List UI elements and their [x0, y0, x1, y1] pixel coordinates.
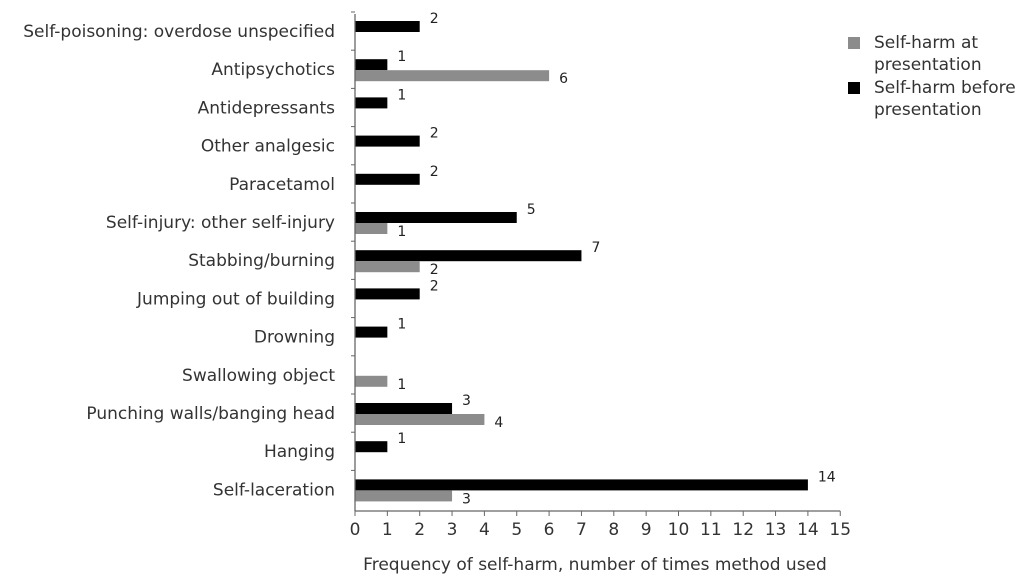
x-tick-label-9: 9	[641, 520, 652, 540]
bar-antipsychotics-self-harm-at-presentation	[355, 70, 550, 82]
category-label-antipsychotics: Antipsychotics	[211, 60, 335, 80]
category-label-self-injury-other-self-injury: Self-injury: other self-injury	[106, 213, 335, 233]
category-label-antidepressants: Antidepressants	[198, 98, 335, 118]
legend-label-self-harm-at-presentation-line-0: Self-harm at	[874, 33, 978, 53]
category-label-drowning: Drowning	[254, 328, 335, 348]
bar-punching-walls-banging-head-self-harm-before-presentation	[355, 403, 453, 414]
value-label-self-laceration-self-harm-at-presentation: 3	[462, 491, 471, 507]
x-tick-label-3: 3	[447, 520, 458, 540]
value-label-hanging-self-harm-before-presentation: 1	[397, 431, 406, 447]
value-label-stabbing-burning-self-harm-before-presentation: 7	[591, 240, 600, 256]
bar-antidepressants-self-harm-before-presentation	[355, 97, 388, 109]
category-label-self-poisoning-overdose-unspecified: Self-poisoning: overdose unspecified	[23, 22, 335, 42]
x-tick-label-2: 2	[414, 520, 425, 540]
value-label-self-injury-other-self-injury-self-harm-before-presentation: 5	[527, 202, 536, 218]
x-tick-label-11: 11	[700, 520, 722, 540]
x-tick-label-6: 6	[544, 520, 555, 540]
value-label-antipsychotics-self-harm-before-presentation: 1	[397, 49, 406, 65]
category-label-self-laceration: Self-laceration	[213, 480, 335, 500]
bar-self-laceration-self-harm-at-presentation	[355, 490, 453, 502]
category-label-stabbing-burning: Stabbing/burning	[188, 251, 335, 271]
value-label-swallowing-object-self-harm-at-presentation: 1	[397, 377, 406, 393]
bar-self-injury-other-self-injury-self-harm-before-presentation	[355, 212, 517, 223]
legend-label-self-harm-before-presentation-line-0: Self-harm before	[874, 78, 1016, 98]
value-label-stabbing-burning-self-harm-at-presentation: 2	[430, 262, 439, 278]
category-label-jumping-out-of-building: Jumping out of building	[136, 289, 335, 309]
value-label-antipsychotics-self-harm-at-presentation: 6	[559, 71, 568, 87]
value-label-jumping-out-of-building-self-harm-before-presentation: 2	[430, 278, 439, 294]
bars-layer	[355, 21, 808, 502]
value-label-drowning-self-harm-before-presentation: 1	[397, 317, 406, 333]
bar-stabbing-burning-self-harm-before-presentation	[355, 250, 582, 262]
bar-other-analgesic-self-harm-before-presentation	[355, 135, 420, 147]
value-label-punching-walls-banging-head-self-harm-before-presentation: 3	[462, 393, 471, 409]
x-tick-label-13: 13	[765, 520, 787, 540]
value-label-self-laceration-self-harm-before-presentation: 14	[818, 469, 836, 485]
bar-punching-walls-banging-head-self-harm-at-presentation	[355, 414, 485, 425]
legend-swatch-self-harm-at-presentation	[848, 37, 860, 49]
x-tick-label-14: 14	[797, 520, 819, 540]
category-label-paracetamol: Paracetamol	[229, 175, 335, 195]
x-tick-label-0: 0	[350, 520, 361, 540]
legend-label-self-harm-before-presentation-line-1: presentation	[874, 100, 982, 120]
value-label-antidepressants-self-harm-before-presentation: 1	[397, 87, 406, 103]
axes-layer	[351, 11, 841, 512]
x-tick-label-15: 15	[829, 520, 851, 540]
bar-self-injury-other-self-injury-self-harm-at-presentation	[355, 223, 388, 234]
x-tick-label-10: 10	[668, 520, 690, 540]
legend-swatch-self-harm-before-presentation	[848, 82, 860, 94]
bar-drowning-self-harm-before-presentation	[355, 326, 388, 338]
x-ticks-layer: 0 1 2 3 4 5 6 7 8 9 10 11 12 13 14 15	[350, 511, 851, 540]
category-label-punching-walls-banging-head: Punching walls/banging head	[86, 404, 335, 424]
value-label-paracetamol-self-harm-before-presentation: 2	[430, 164, 439, 180]
x-tick-label-5: 5	[511, 520, 522, 540]
category-label-swallowing-object: Swallowing object	[182, 366, 335, 386]
x-tick-label-1: 1	[382, 520, 393, 540]
bar-hanging-self-harm-before-presentation	[355, 441, 388, 453]
x-axis-title: Frequency of self-harm, number of times …	[363, 555, 827, 575]
bar-paracetamol-self-harm-before-presentation	[355, 173, 420, 185]
bar-self-poisoning-overdose-unspecified-self-harm-before-presentation	[355, 21, 420, 32]
value-label-self-injury-other-self-injury-self-harm-at-presentation: 1	[397, 224, 406, 240]
x-tick-label-4: 4	[479, 520, 490, 540]
bar-antipsychotics-self-harm-before-presentation	[355, 59, 388, 71]
x-tick-label-7: 7	[576, 520, 587, 540]
x-tick-label-12: 12	[732, 520, 754, 540]
value-label-self-poisoning-overdose-unspecified-self-harm-before-presentation: 2	[430, 11, 439, 27]
legend-label-self-harm-at-presentation-line-1: presentation	[874, 55, 982, 75]
x-tick-label-8: 8	[608, 520, 619, 540]
category-labels-layer: Self-poisoning: overdose unspecified Anti…	[23, 22, 335, 500]
bar-jumping-out-of-building-self-harm-before-presentation	[355, 288, 420, 300]
bar-stabbing-burning-self-harm-at-presentation	[355, 261, 420, 273]
value-label-punching-walls-banging-head-self-harm-at-presentation: 4	[494, 415, 503, 431]
value-label-other-analgesic-self-harm-before-presentation: 2	[430, 126, 439, 142]
category-label-hanging: Hanging	[264, 442, 335, 462]
bar-self-laceration-self-harm-before-presentation	[355, 479, 808, 491]
bar-swallowing-object-self-harm-at-presentation	[355, 375, 388, 387]
category-label-other-analgesic: Other analgesic	[201, 137, 335, 157]
